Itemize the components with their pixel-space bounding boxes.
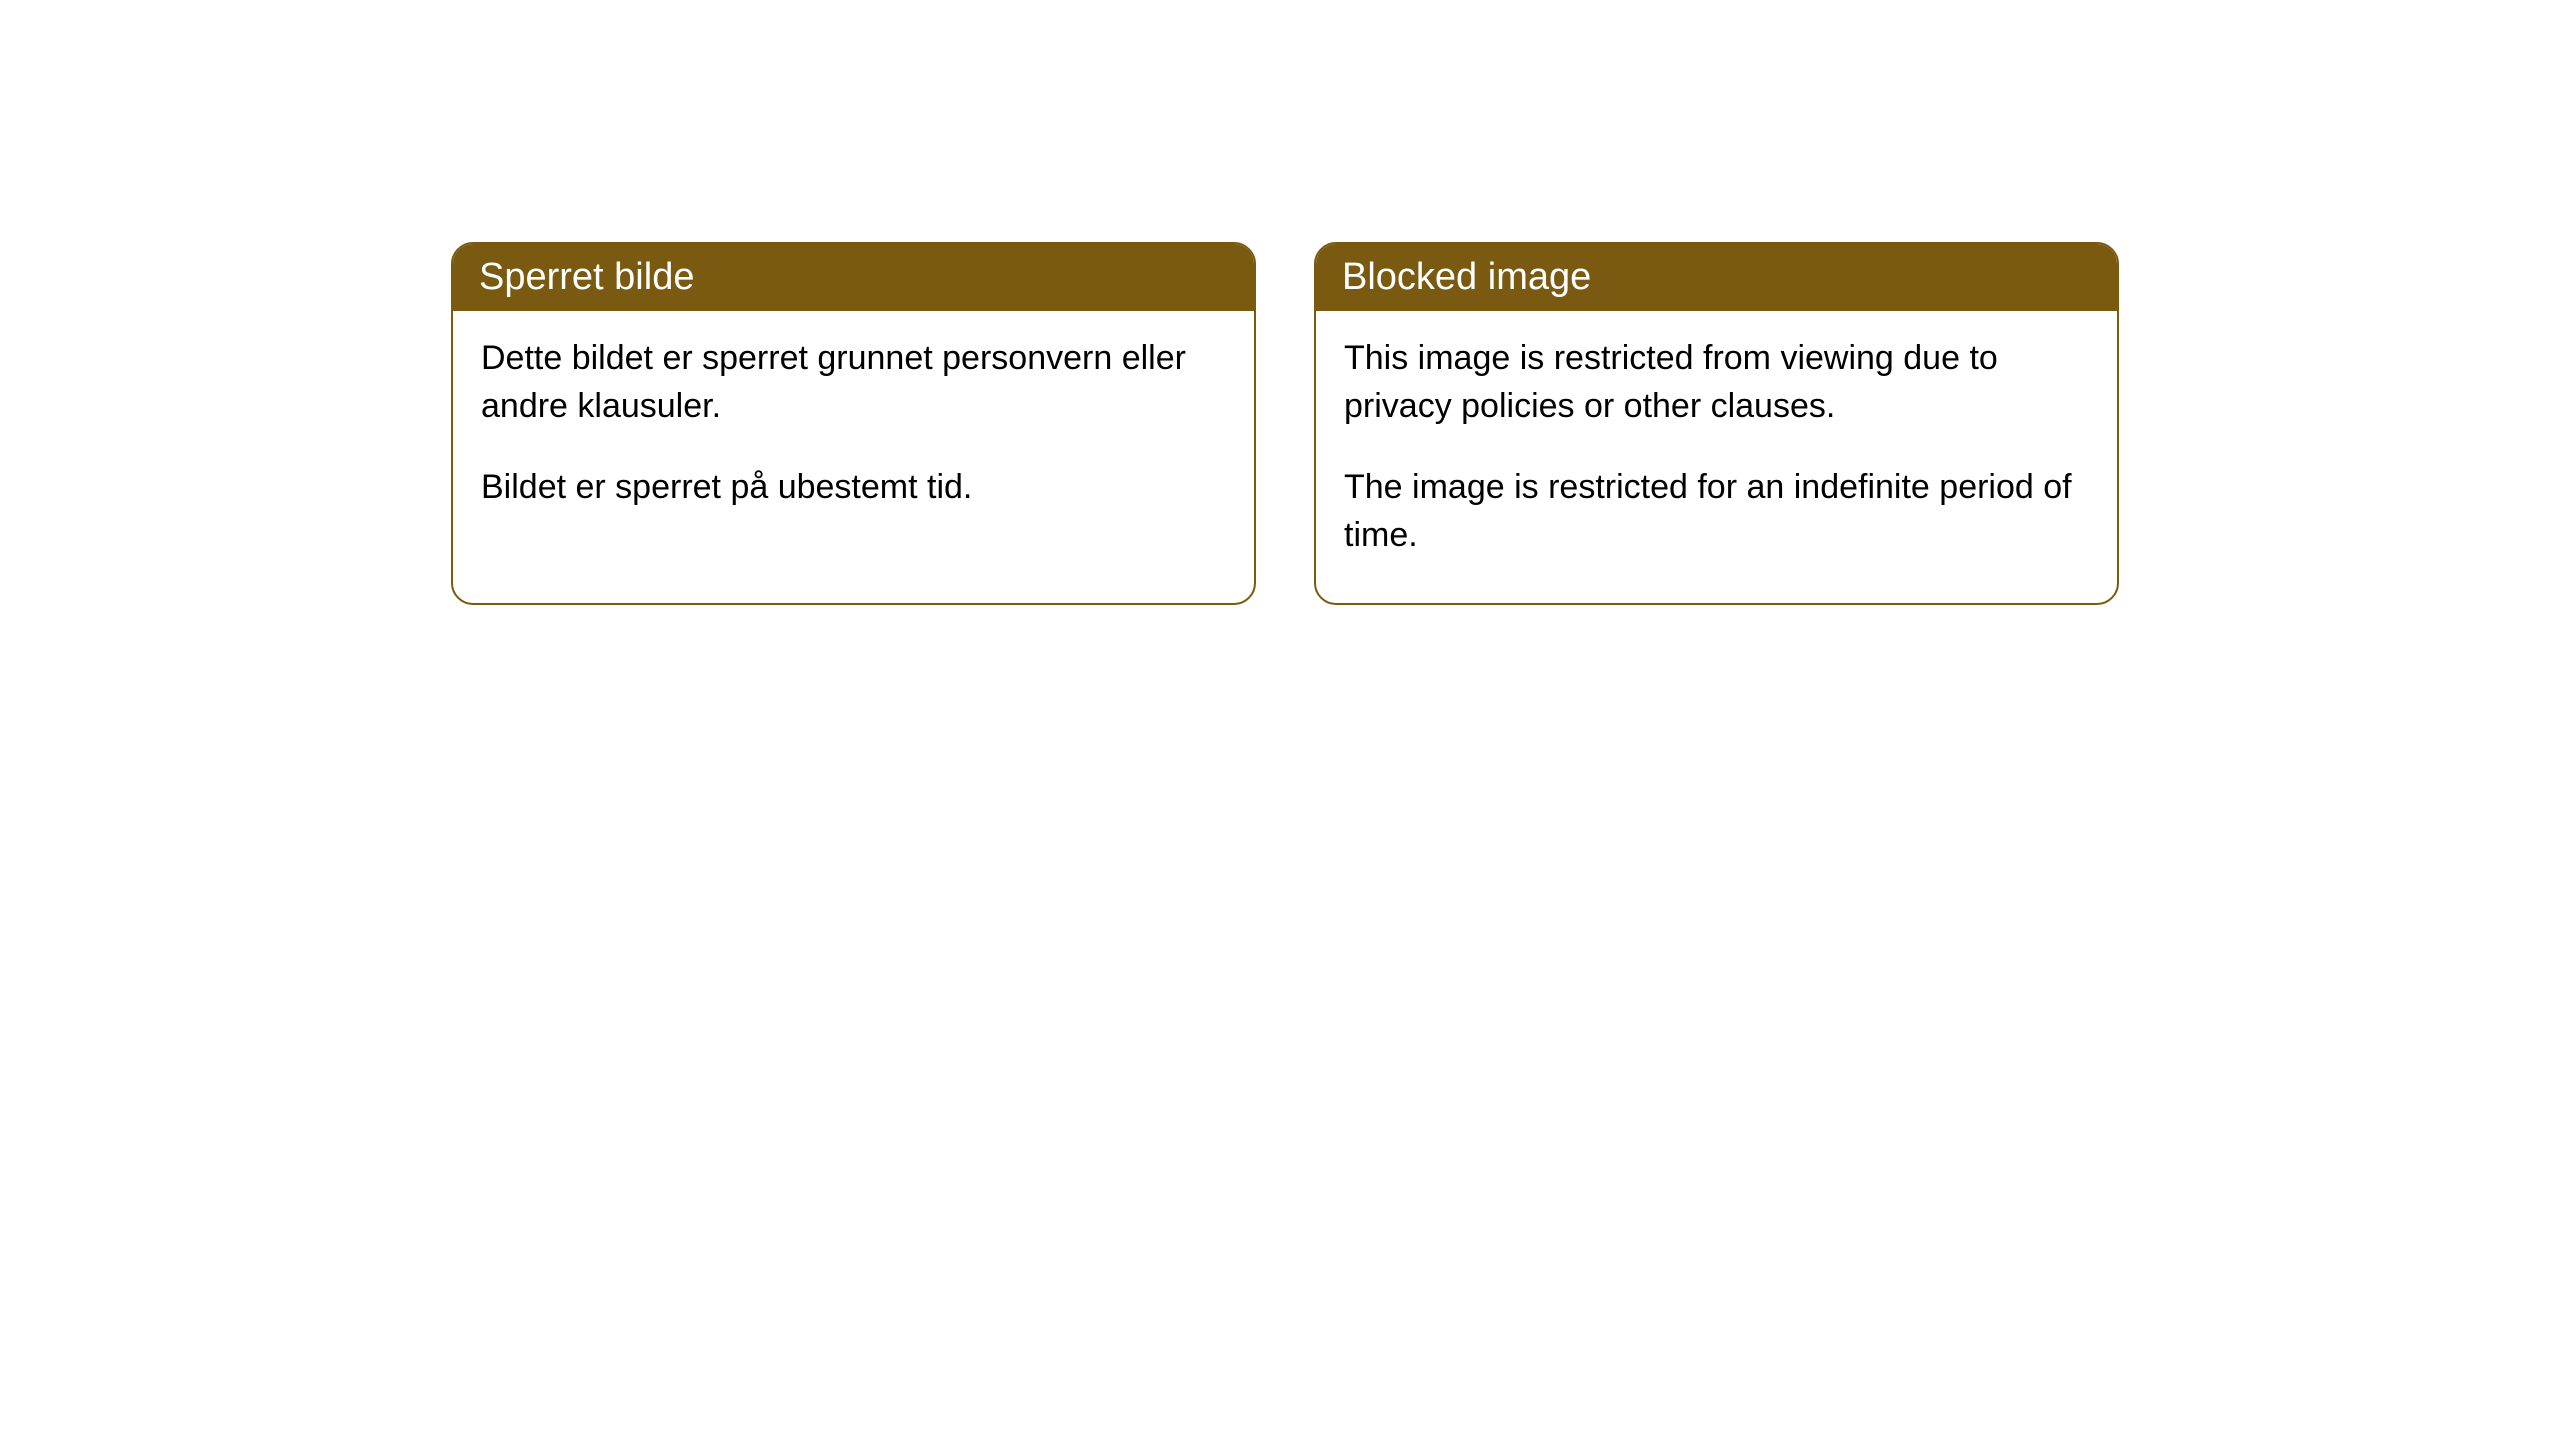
cards-container: Sperret bilde Dette bildet er sperret gr… — [451, 242, 2119, 605]
card-para2-en: The image is restricted for an indefinit… — [1344, 464, 2089, 559]
card-header-no: Sperret bilde — [453, 244, 1254, 311]
card-body-en: This image is restricted from viewing du… — [1316, 311, 2117, 603]
card-header-en: Blocked image — [1316, 244, 2117, 311]
card-title-en: Blocked image — [1342, 256, 1591, 298]
card-body-no: Dette bildet er sperret grunnet personve… — [453, 311, 1254, 556]
blocked-image-card-en: Blocked image This image is restricted f… — [1314, 242, 2119, 605]
card-para1-no: Dette bildet er sperret grunnet personve… — [481, 335, 1226, 430]
card-para2-no: Bildet er sperret på ubestemt tid. — [481, 464, 1226, 512]
card-para1-en: This image is restricted from viewing du… — [1344, 335, 2089, 430]
blocked-image-card-no: Sperret bilde Dette bildet er sperret gr… — [451, 242, 1256, 605]
card-title-no: Sperret bilde — [479, 256, 694, 298]
